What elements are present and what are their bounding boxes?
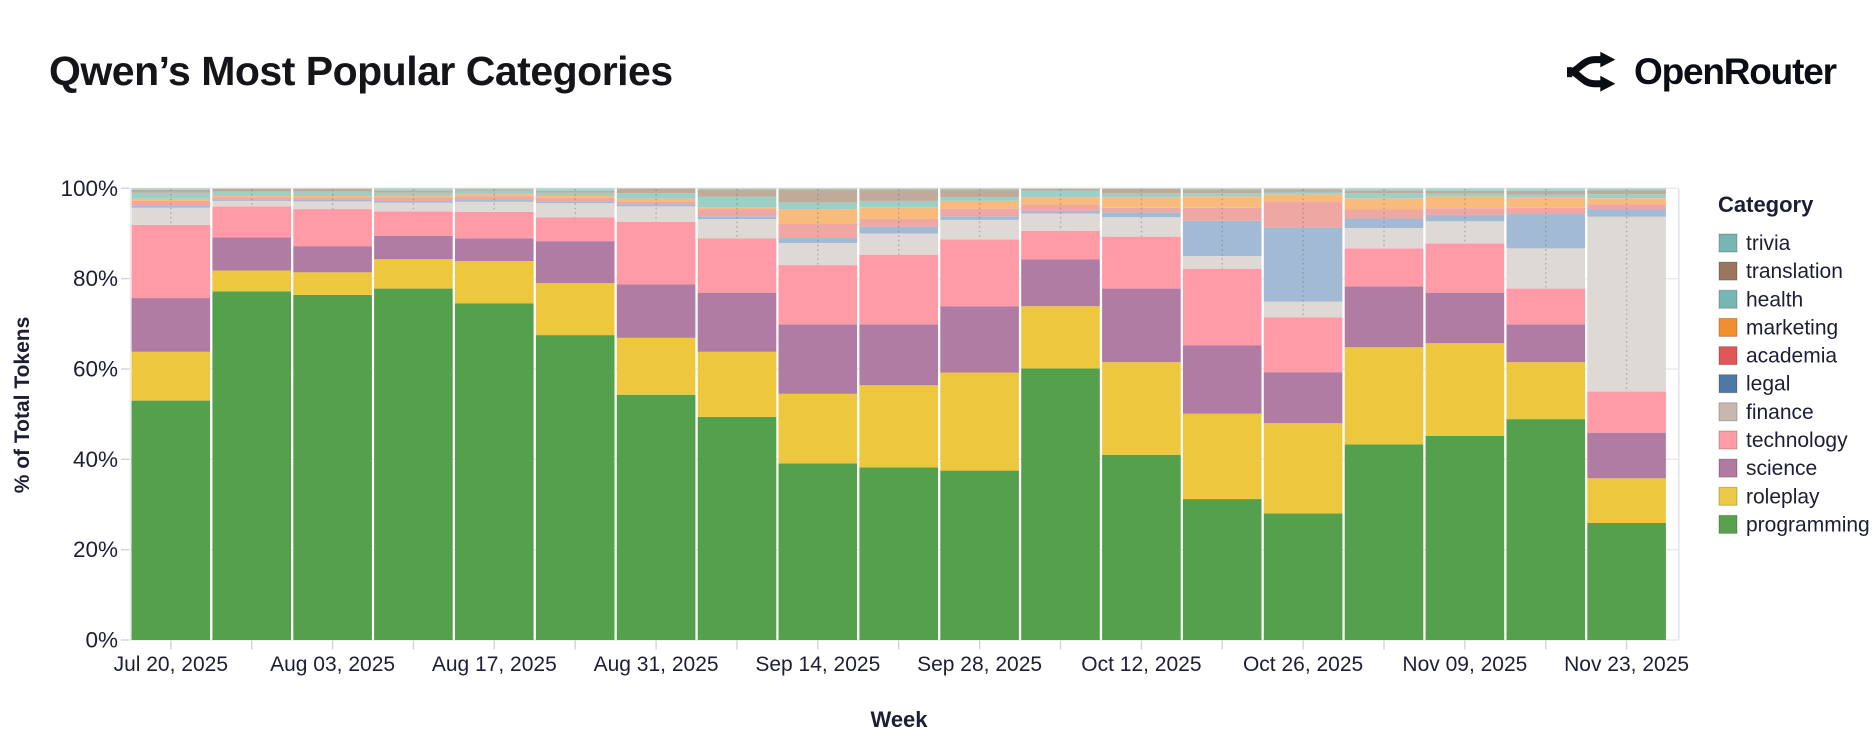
svg-text:Qwen’s Most Popular Categories: Qwen’s Most Popular Categories <box>49 48 673 94</box>
svg-text:programming: programming <box>1746 513 1870 536</box>
svg-text:Sep 14, 2025: Sep 14, 2025 <box>755 653 880 676</box>
svg-text:academia: academia <box>1746 345 1837 368</box>
svg-text:finance: finance <box>1746 401 1814 424</box>
svg-text:Nov 09, 2025: Nov 09, 2025 <box>1402 653 1527 676</box>
svg-text:Nov 23, 2025: Nov 23, 2025 <box>1564 653 1689 676</box>
svg-text:20%: 20% <box>73 537 118 562</box>
svg-text:80%: 80% <box>73 266 118 291</box>
svg-text:health: health <box>1746 288 1803 311</box>
svg-text:Jul 20, 2025: Jul 20, 2025 <box>114 653 228 676</box>
svg-text:translation: translation <box>1746 260 1843 283</box>
svg-text:% of Total Tokens: % of Total Tokens <box>11 317 34 494</box>
svg-text:legal: legal <box>1746 373 1790 396</box>
svg-text:40%: 40% <box>73 447 118 472</box>
svg-text:Aug 03, 2025: Aug 03, 2025 <box>270 653 395 676</box>
svg-text:Aug 31, 2025: Aug 31, 2025 <box>594 653 719 676</box>
svg-text:OpenRouter: OpenRouter <box>1634 51 1837 92</box>
svg-text:Sep 28, 2025: Sep 28, 2025 <box>917 653 1042 676</box>
svg-text:roleplay: roleplay <box>1746 485 1820 508</box>
svg-text:Oct 12, 2025: Oct 12, 2025 <box>1081 653 1201 676</box>
svg-text:Week: Week <box>870 707 928 732</box>
svg-text:Aug 17, 2025: Aug 17, 2025 <box>432 653 557 676</box>
svg-text:trivia: trivia <box>1746 232 1791 255</box>
svg-text:marketing: marketing <box>1746 316 1838 339</box>
svg-text:Oct 26, 2025: Oct 26, 2025 <box>1243 653 1363 676</box>
svg-text:60%: 60% <box>73 357 118 382</box>
svg-text:0%: 0% <box>85 628 118 653</box>
svg-text:science: science <box>1746 457 1817 480</box>
svg-text:100%: 100% <box>60 176 118 201</box>
svg-text:Category: Category <box>1718 192 1814 217</box>
svg-text:technology: technology <box>1746 429 1848 452</box>
